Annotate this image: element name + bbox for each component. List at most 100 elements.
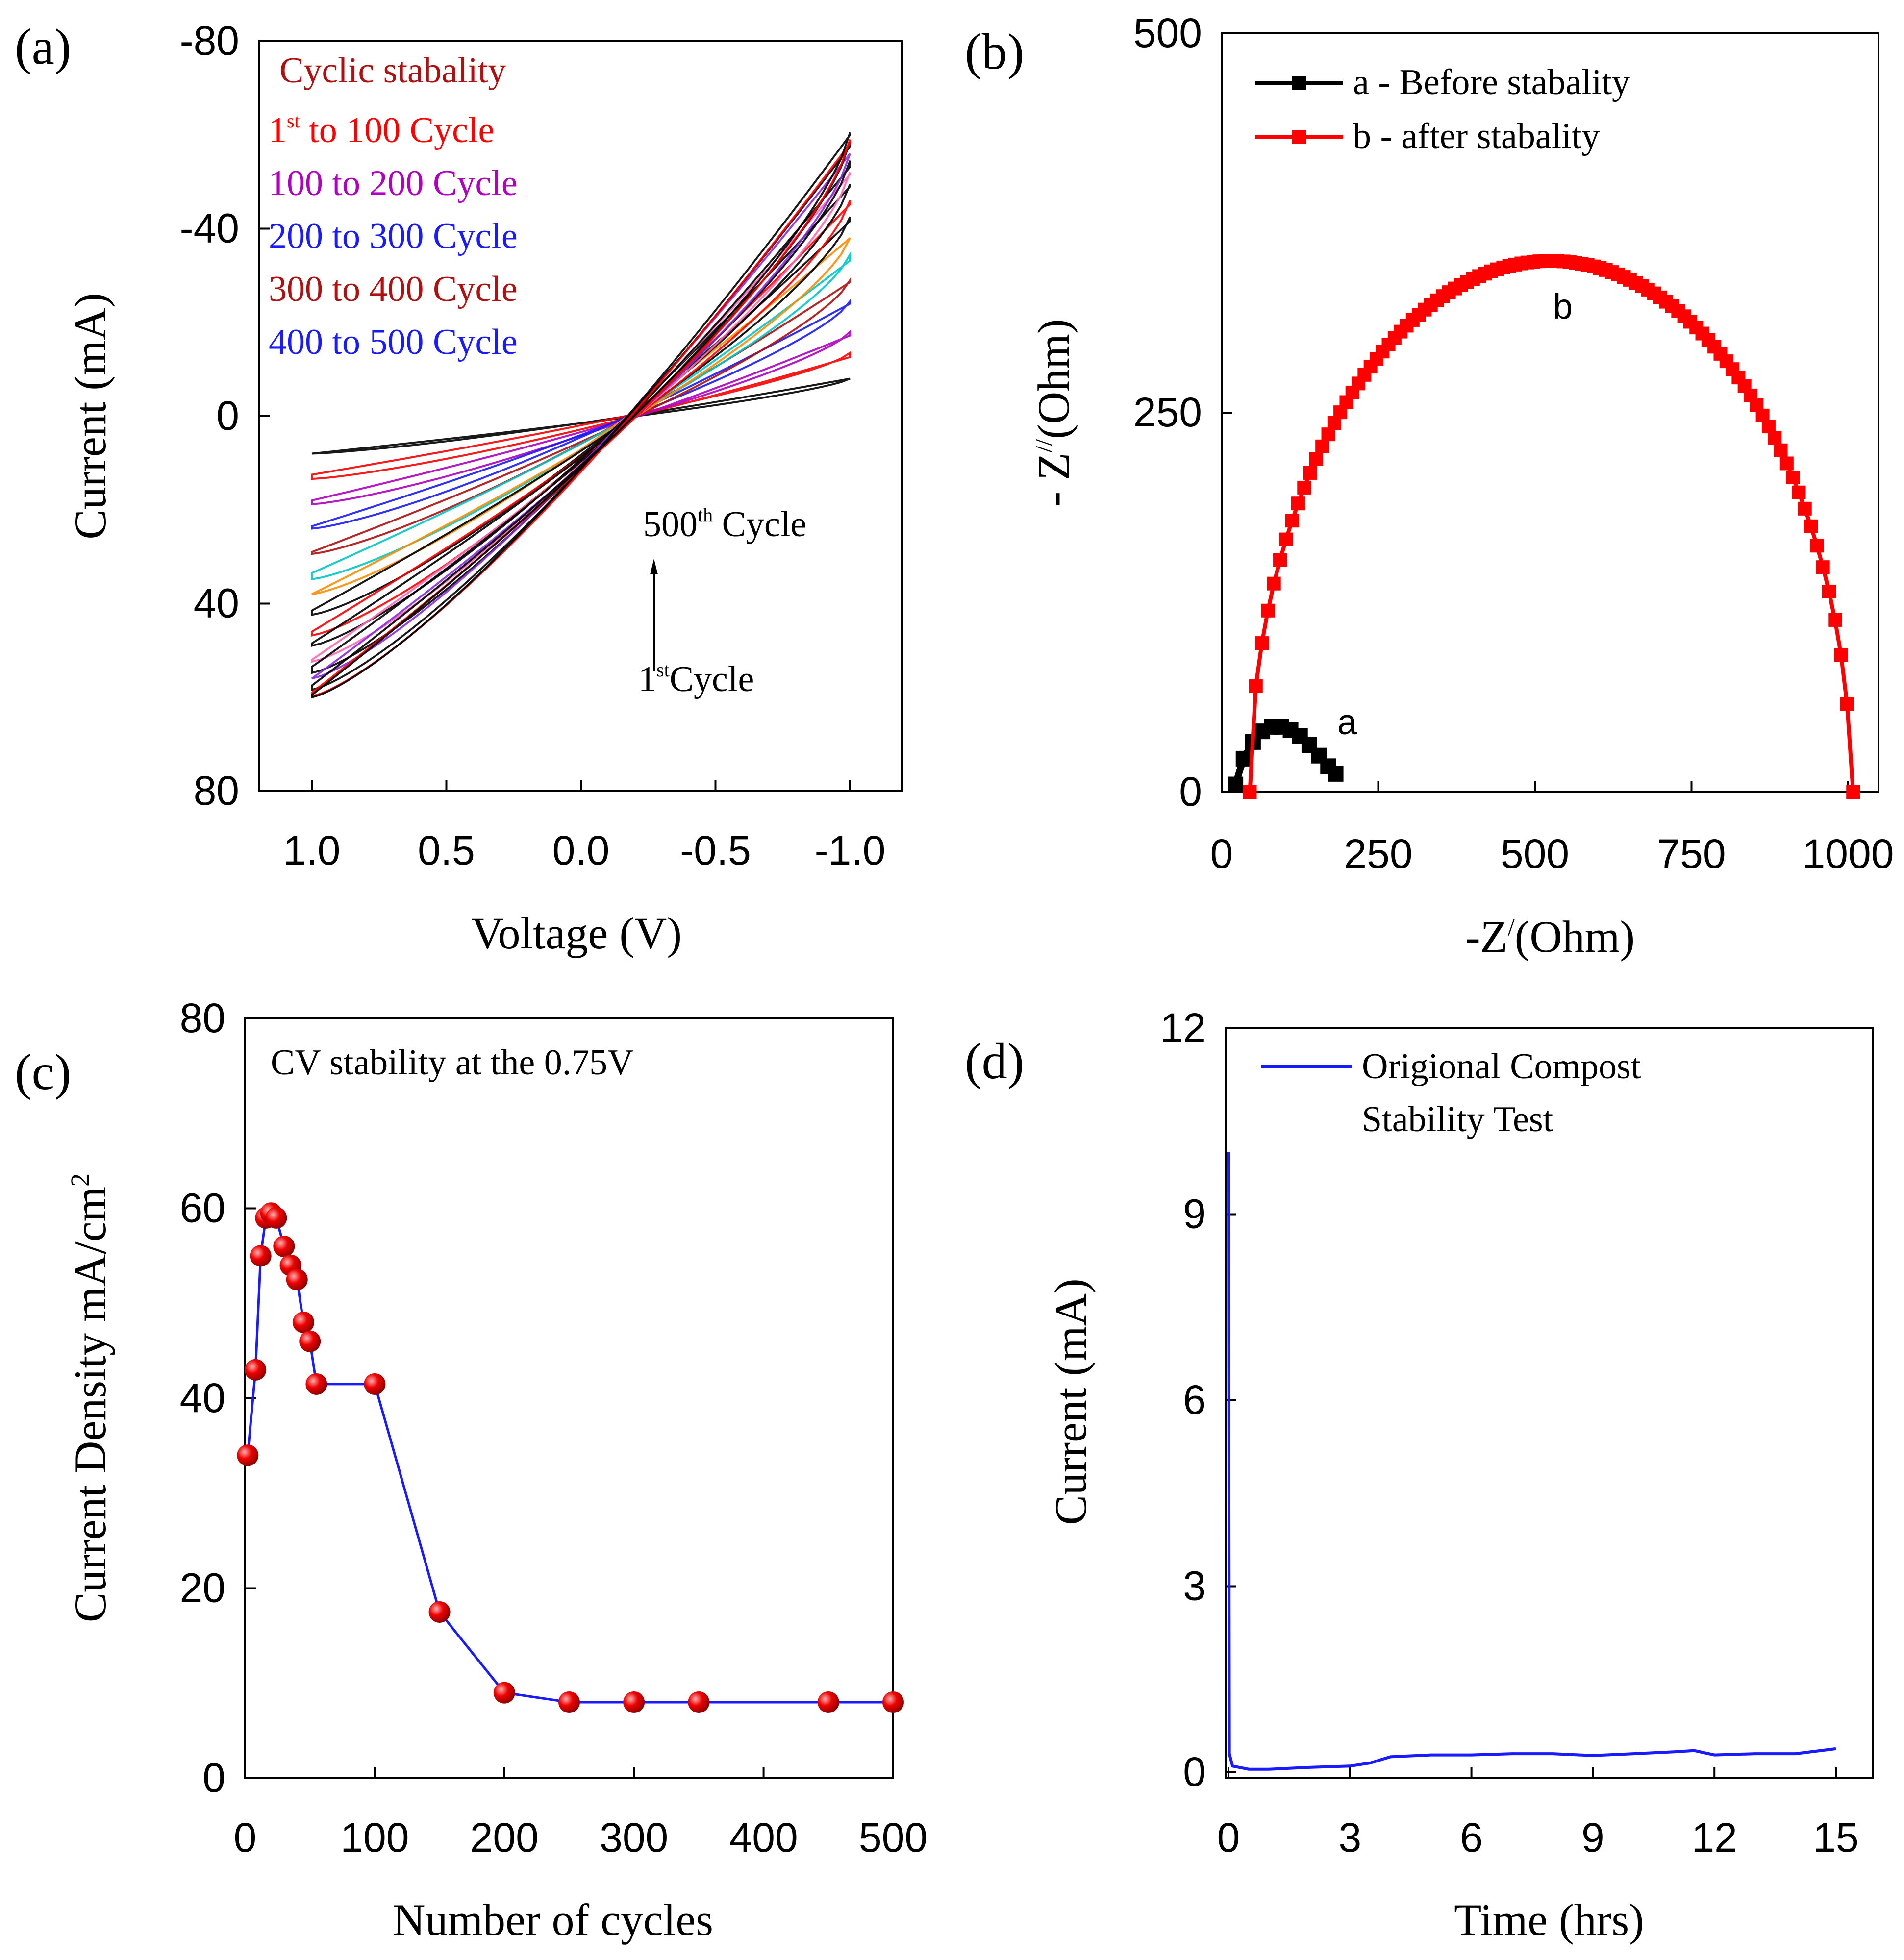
panel-b-x-tick-label: 1000 xyxy=(1803,831,1894,877)
panel-c-y-tick-label: 80 xyxy=(180,995,225,1041)
panel-d-label: (d) xyxy=(965,1033,1024,1090)
panel-b-series-b-marker xyxy=(1804,519,1818,533)
panel-a-x-tick-label: -0.5 xyxy=(680,827,751,873)
panel-c-y-tick-label: 0 xyxy=(202,1755,225,1801)
panel-a-x-tick-label: 0.5 xyxy=(418,827,475,873)
panel-b-series-b-marker xyxy=(1267,576,1281,591)
panel-b-series-a-marker xyxy=(1235,750,1252,767)
panel-d-x-tick-label: 0 xyxy=(1217,1814,1240,1861)
panel-d-y-tick-label: 6 xyxy=(1183,1377,1206,1423)
panel-a-legend-title: Cyclic stabality xyxy=(279,50,506,91)
panel-d-x-axis-label: Time (hrs) xyxy=(1454,1895,1644,1945)
panel-a-cv-loop xyxy=(311,329,851,505)
panel-c-x-tick-label: 100 xyxy=(340,1814,409,1861)
panel-a-y-tick-label: -40 xyxy=(180,205,239,251)
panel-a-cv-loop xyxy=(311,377,851,455)
panel-a-y-tick-label: 0 xyxy=(216,393,239,439)
panel-c-data-point xyxy=(299,1330,321,1352)
panel-b-series-b-marker xyxy=(1261,603,1275,618)
panel-b-series-b-marker xyxy=(1309,452,1323,466)
panel-d-x-tick-label: 9 xyxy=(1581,1814,1604,1861)
panel-a-label: (a) xyxy=(15,19,71,75)
panel-b-y-axis-label: - Z//(Ohm) xyxy=(1028,319,1078,507)
panel-c-x-tick-label: 200 xyxy=(470,1814,539,1861)
panel-b-series-b-marker xyxy=(1273,553,1287,567)
panel-b-legend-a-text: a - Before stabality xyxy=(1353,62,1630,102)
panel-d-y-tick-label: 9 xyxy=(1183,1191,1206,1237)
panel-c-data-point xyxy=(428,1601,451,1623)
panel-c-x-axis-label: Number of cycles xyxy=(393,1895,713,1945)
panel-a-cv-loop xyxy=(311,250,851,581)
panel-b-series-b-marker xyxy=(1810,539,1824,553)
panel-c-data-point xyxy=(245,1359,267,1381)
panel-b-curve-label-a: a xyxy=(1337,703,1357,742)
panel-a-cv-loops xyxy=(311,132,851,699)
panel-c-data-point xyxy=(882,1691,904,1713)
panel-a-legend-item-2: 100 to 200 Cycle xyxy=(269,163,518,203)
panel-a-legend-item-3: 200 to 300 Cycle xyxy=(269,216,518,256)
panel-b-series-b-marker xyxy=(1834,648,1848,662)
panel-b-series-b-marker xyxy=(1291,496,1305,511)
panel-b-series-b-marker xyxy=(1303,466,1317,480)
panel-c-data-point xyxy=(493,1682,515,1704)
panel-a-y-tick-label: 80 xyxy=(194,768,239,814)
panel-b-series-b-marker xyxy=(1774,443,1788,457)
panel-b-series-b-marker xyxy=(1249,679,1263,694)
panel-a-arrow-head xyxy=(650,559,658,574)
panel-b-x-tick-label: 250 xyxy=(1344,831,1412,877)
panel-c-data-point xyxy=(273,1236,295,1257)
panel-b-legend-b-text: b - after stabality xyxy=(1353,116,1600,156)
panel-c-data-point xyxy=(286,1268,308,1290)
panel-b-y-tick-label: 500 xyxy=(1133,10,1202,56)
panel-c-data-point xyxy=(688,1691,710,1713)
panel-a-legend-item-1: 1st to 100 Cycle xyxy=(269,110,494,150)
panel-c-x-tick-label: 0 xyxy=(234,1814,257,1861)
panel-b-legend: a - Before stabality b - after stabality xyxy=(1255,62,1630,156)
panel-a-x-tick-label: 1.0 xyxy=(283,827,341,873)
panel-a-x-tick-label: 0.0 xyxy=(552,827,610,873)
panel-c-data-point xyxy=(250,1245,272,1267)
panel-c-y-tick-label: 40 xyxy=(180,1375,225,1421)
panel-b-series-b-marker xyxy=(1816,560,1830,574)
panel-a-y-tick-label: -80 xyxy=(180,18,239,64)
panel-d-y-tick-label: 0 xyxy=(1183,1749,1206,1795)
panel-b-label: (b) xyxy=(965,24,1024,80)
panel-a-cv-loop xyxy=(311,153,851,680)
panel-c-cv-stability: (c) 0 100 200 300 400 500 0 20 40 60 80 CV stabili… xyxy=(15,995,927,1945)
panel-a-legend-item-4: 300 to 400 Cycle xyxy=(269,269,518,309)
panel-d-legend-text-1: Origional Compost xyxy=(1362,1046,1641,1087)
panel-b-series-b-marker xyxy=(1279,532,1293,546)
panel-c-data-point xyxy=(817,1691,839,1713)
panel-a-x-axis-label: Voltage (V) xyxy=(471,908,682,958)
panel-c-data-point xyxy=(623,1691,645,1713)
panel-a-cv-loop xyxy=(311,132,851,699)
panel-b-series-b-marker xyxy=(1761,420,1776,434)
panel-a-y-tick-label: 40 xyxy=(194,580,239,626)
panel-c-data-point xyxy=(265,1207,287,1229)
panel-a-cv-loop xyxy=(311,172,851,663)
panel-a-legend: Cyclic stabality 1st to 100 Cycle 100 to… xyxy=(269,50,518,362)
panel-a-x-tick-label: -1.0 xyxy=(815,827,886,873)
panel-b-series-a-marker xyxy=(1328,766,1344,782)
panel-b-series-b-marker xyxy=(1792,485,1806,499)
panel-b-series-b-marker xyxy=(1285,514,1299,528)
panel-b-curve-label-b: b xyxy=(1553,287,1573,326)
panel-a-cv-loop xyxy=(311,351,851,480)
panel-b-series-b-marker xyxy=(1840,697,1854,711)
panel-b-legend-a-marker xyxy=(1292,76,1306,90)
panel-a-annotation-1st-cycle: 1stCycle xyxy=(638,659,754,699)
panel-b-series-b-marker xyxy=(1798,501,1812,516)
panel-b-x-tick-label: 0 xyxy=(1210,831,1233,877)
panel-d-x-tick-label: 6 xyxy=(1460,1814,1483,1861)
panel-b-y-tick-label: 0 xyxy=(1179,769,1202,815)
panel-b-x-tick-label: 500 xyxy=(1501,831,1569,877)
panel-b-y-tick-label: 250 xyxy=(1133,389,1202,435)
panel-a-cyclic-voltammetry: (a) 1.0 0.5 0.0 -0.5 -1.0 -80 -40 0 40 80 Voltage… xyxy=(15,18,903,958)
panel-a-annotation-500th-cycle: 500th Cycle xyxy=(643,504,806,545)
panel-c-data-point xyxy=(364,1373,386,1395)
panel-a-y-axis-label: Current (mA) xyxy=(65,293,115,539)
panel-b-series-b-marker xyxy=(1779,456,1794,471)
panel-d-chronoamperometry: (d) 0 3 6 9 12 15 0 3 6 9 12 Origional Compost Sta… xyxy=(965,1005,1874,1945)
panel-d-x-tick-label: 12 xyxy=(1691,1814,1737,1861)
